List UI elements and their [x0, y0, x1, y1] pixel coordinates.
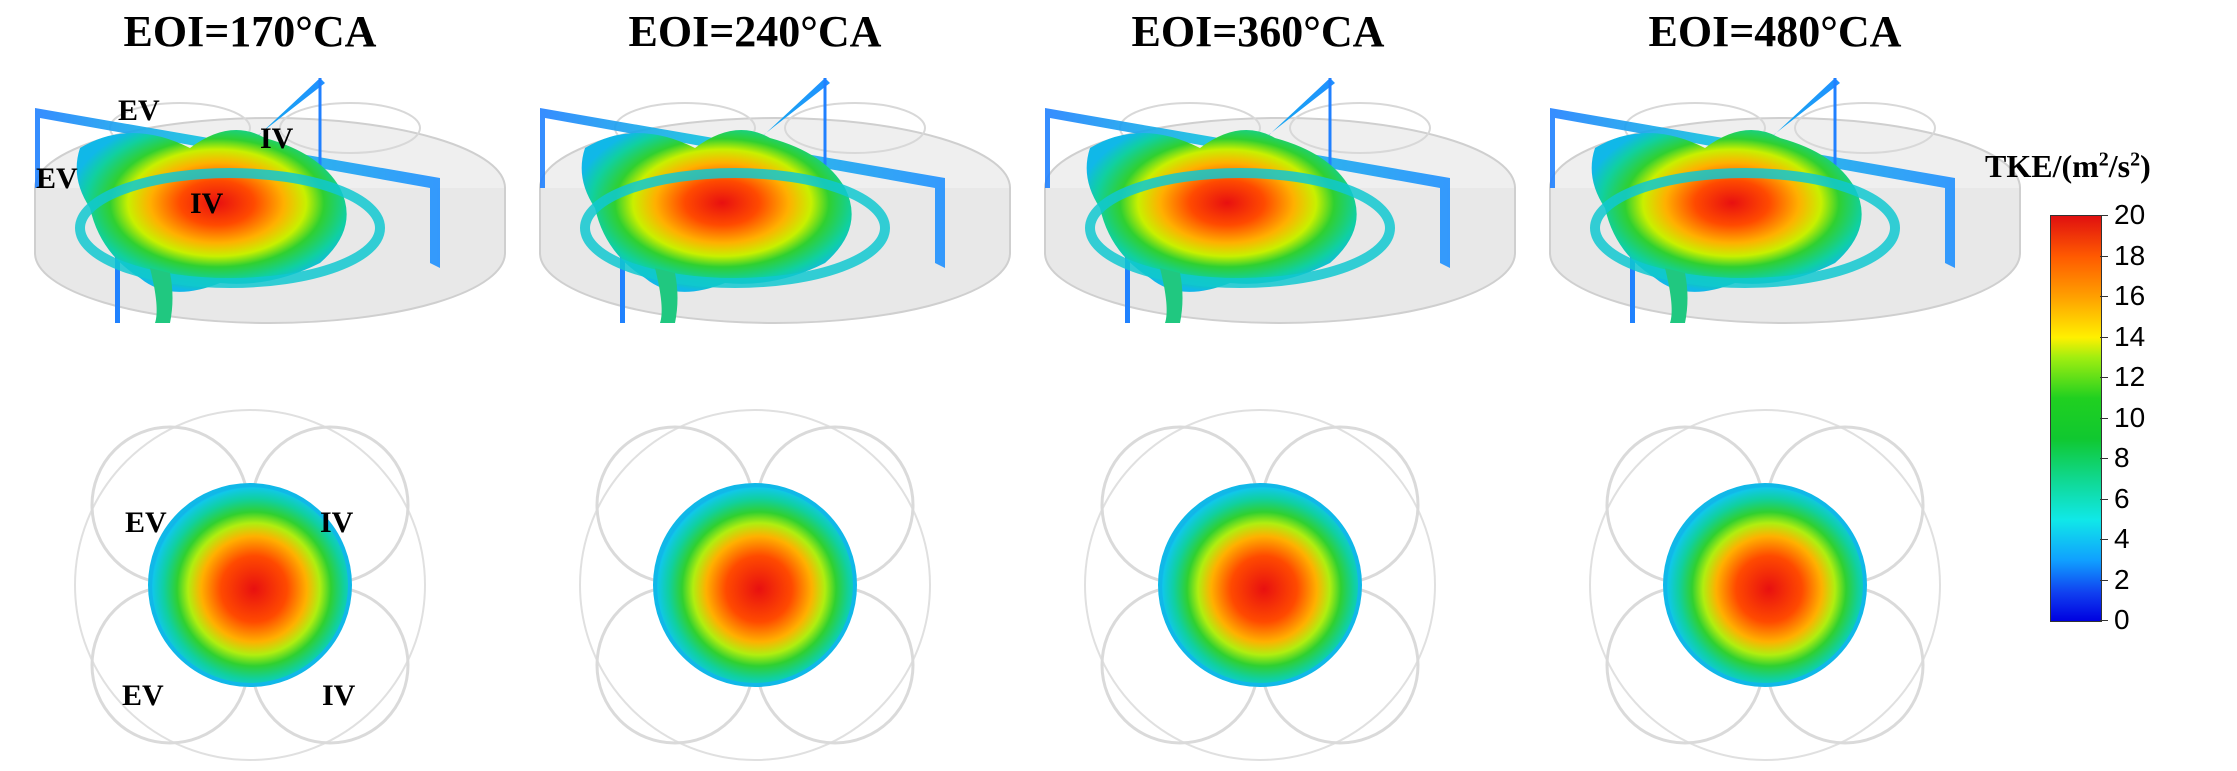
iso-valve-label: IV [260, 122, 294, 155]
top-valve-label: EV [125, 506, 167, 539]
iso-valve-label: EV [118, 94, 160, 127]
colorbar-title: TKE/(m2/s2) [1985, 148, 2151, 184]
colorbar-tick-label: 16 [2100, 280, 2145, 312]
colorbar-tick-label: 8 [2100, 442, 2130, 474]
top-view-4 [1575, 405, 1955, 765]
top-view-1: EV IV EV IV [60, 405, 440, 765]
panel-title-1: EOI=170°CA [123, 7, 377, 56]
panel-title-3: EOI=360°CA [1131, 7, 1385, 56]
colorbar-ticks: 20 18 16 14 12 10 8 6 4 2 0 [2100, 199, 2160, 635]
colorbar-tick-label: 6 [2100, 483, 2130, 515]
colorbar-tick-label: 0 [2100, 604, 2130, 636]
iso-view-3 [1030, 78, 1530, 378]
top-valve-label: IV [320, 506, 354, 539]
panel-title-2: EOI=240°CA [628, 7, 882, 56]
iso-view-1: EV IV EV IV [20, 78, 520, 378]
colorbar-tick-label: 18 [2100, 240, 2145, 272]
iso-view-4 [1535, 78, 2035, 378]
top-view-3 [1070, 405, 1450, 765]
colorbar-tick-label: 10 [2100, 402, 2145, 434]
colorbar-tick-label: 4 [2100, 523, 2130, 555]
colorbar-tick-label: 20 [2100, 199, 2145, 231]
colorbar-tick-label: 2 [2100, 564, 2130, 596]
iso-view-2 [525, 78, 1025, 378]
iso-valve-label: IV [190, 187, 224, 220]
colorbar-tick-label: 12 [2100, 361, 2145, 393]
top-view-2 [565, 405, 945, 765]
top-valve-label: EV [122, 679, 164, 712]
panel-title-4: EOI=480°CA [1648, 7, 1902, 56]
colorbar-gradient [2050, 215, 2102, 622]
iso-valve-label: EV [36, 162, 78, 195]
top-valve-label: IV [322, 679, 356, 712]
colorbar-tick-label: 14 [2100, 321, 2145, 353]
